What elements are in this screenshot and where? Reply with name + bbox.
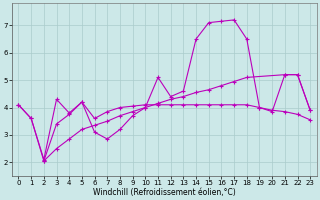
X-axis label: Windchill (Refroidissement éolien,°C): Windchill (Refroidissement éolien,°C) <box>93 188 236 197</box>
